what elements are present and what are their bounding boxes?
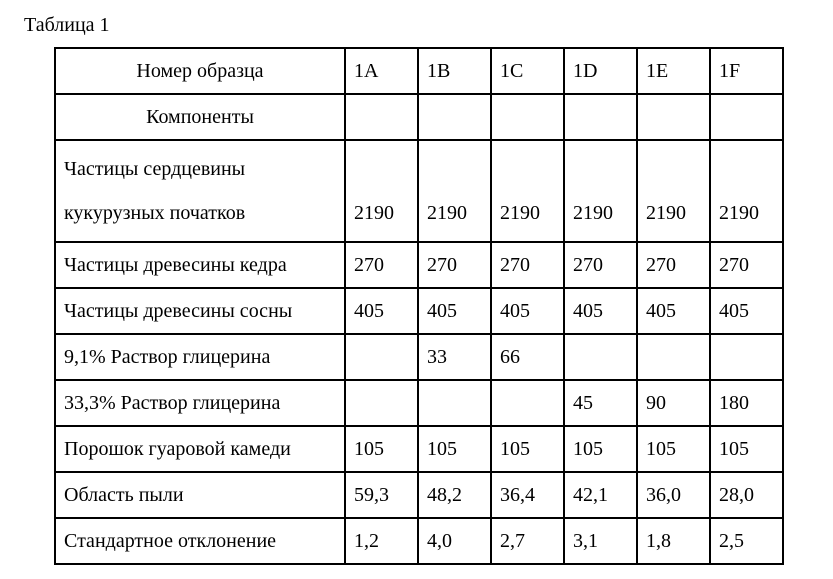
row-value-cell [564,334,637,380]
table-row: Порошок гуаровой камеди10510510510510510… [55,426,783,472]
row-value-cell: 270 [637,242,710,288]
row-value-cell [491,380,564,426]
row-label-cell: 33,3% Раствор глицерина [55,380,345,426]
header-sample-cell: 1D [564,48,637,94]
row-value-cell: 36,4 [491,472,564,518]
row-value-cell [345,334,418,380]
row-value-cell: 2190 [345,140,418,242]
header-sample-cell: 1A [345,48,418,94]
header-sample-cell: 1B [418,48,491,94]
row-value-cell: 105 [564,426,637,472]
row-value-cell: 2190 [637,140,710,242]
row-value-cell: 270 [710,242,783,288]
table-subheader-row: Компоненты [55,94,783,140]
row-label-cell: Частицы древесины сосны [55,288,345,334]
row-value-cell: 45 [564,380,637,426]
table-body: Частицы сердцевины кукурузных початков21… [55,140,783,564]
row-label-cell: Частицы древесины кедра [55,242,345,288]
subheader-empty-cell [418,94,491,140]
row-value-cell: 4,0 [418,518,491,564]
row-value-cell: 405 [637,288,710,334]
subheader-empty-cell [710,94,783,140]
row-value-cell: 405 [491,288,564,334]
row-value-cell: 28,0 [710,472,783,518]
row-value-cell: 105 [637,426,710,472]
row-value-cell: 2190 [491,140,564,242]
data-table: Номер образца 1A 1B 1C 1D 1E 1F Компонен… [54,47,784,565]
table-row: Частицы древесины кедра27027027027027027… [55,242,783,288]
row-value-cell: 180 [710,380,783,426]
row-value-cell: 270 [345,242,418,288]
row-value-cell: 105 [491,426,564,472]
row-value-cell [637,334,710,380]
row-value-cell [418,380,491,426]
row-value-cell: 48,2 [418,472,491,518]
row-label-cell: Порошок гуаровой камеди [55,426,345,472]
subheader-label-cell: Компоненты [55,94,345,140]
row-value-cell: 2190 [710,140,783,242]
row-value-cell: 42,1 [564,472,637,518]
row-value-cell: 405 [418,288,491,334]
table-row: Частицы сердцевины кукурузных початков21… [55,140,783,242]
row-value-cell: 1,2 [345,518,418,564]
row-value-cell: 3,1 [564,518,637,564]
table-row: 9,1% Раствор глицерина 3366 [55,334,783,380]
subheader-empty-cell [637,94,710,140]
row-value-cell: 2,7 [491,518,564,564]
table-row: 33,3% Раствор глицерина 4590180 [55,380,783,426]
table-header-row: Номер образца 1A 1B 1C 1D 1E 1F [55,48,783,94]
row-value-cell: 270 [418,242,491,288]
row-value-cell: 105 [345,426,418,472]
table-row: Частицы древесины сосны40540540540540540… [55,288,783,334]
row-value-cell: 1,8 [637,518,710,564]
row-value-cell: 2190 [418,140,491,242]
subheader-empty-cell [491,94,564,140]
row-value-cell: 405 [710,288,783,334]
row-label-cell: Стандартное отклонение [55,518,345,564]
row-value-cell: 105 [710,426,783,472]
subheader-empty-cell [564,94,637,140]
row-label-cell: 9,1% Раствор глицерина [55,334,345,380]
row-value-cell [345,380,418,426]
header-sample-cell: 1C [491,48,564,94]
table-row: Стандартное отклонение1,24,02,73,11,82,5 [55,518,783,564]
header-sample-cell: 1F [710,48,783,94]
header-sample-cell: 1E [637,48,710,94]
table-caption: Таблица 1 [24,14,809,37]
row-value-cell: 2190 [564,140,637,242]
row-label-cell: Частицы сердцевины кукурузных початков [55,140,345,242]
row-value-cell: 405 [345,288,418,334]
table-row: Область пыли59,348,236,442,136,028,0 [55,472,783,518]
row-value-cell: 270 [491,242,564,288]
row-value-cell: 105 [418,426,491,472]
header-label-cell: Номер образца [55,48,345,94]
row-label-cell: Область пыли [55,472,345,518]
row-value-cell: 90 [637,380,710,426]
row-value-cell: 270 [564,242,637,288]
row-value-cell: 2,5 [710,518,783,564]
row-value-cell [710,334,783,380]
row-value-cell: 33 [418,334,491,380]
subheader-empty-cell [345,94,418,140]
row-value-cell: 66 [491,334,564,380]
row-value-cell: 36,0 [637,472,710,518]
row-value-cell: 59,3 [345,472,418,518]
row-value-cell: 405 [564,288,637,334]
